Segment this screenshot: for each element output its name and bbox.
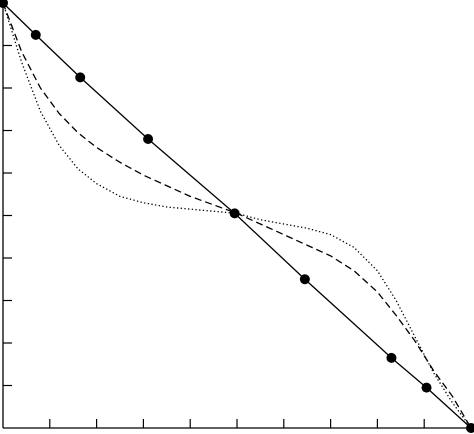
data-point xyxy=(143,134,154,144)
data-point xyxy=(0,0,8,8)
tick-marks xyxy=(3,44,425,428)
data-point xyxy=(75,72,86,83)
data-point xyxy=(30,29,41,40)
data-point xyxy=(386,352,397,363)
data-point xyxy=(421,382,432,393)
data-point xyxy=(229,208,240,219)
data-point xyxy=(466,423,474,433)
data-point xyxy=(299,274,310,285)
